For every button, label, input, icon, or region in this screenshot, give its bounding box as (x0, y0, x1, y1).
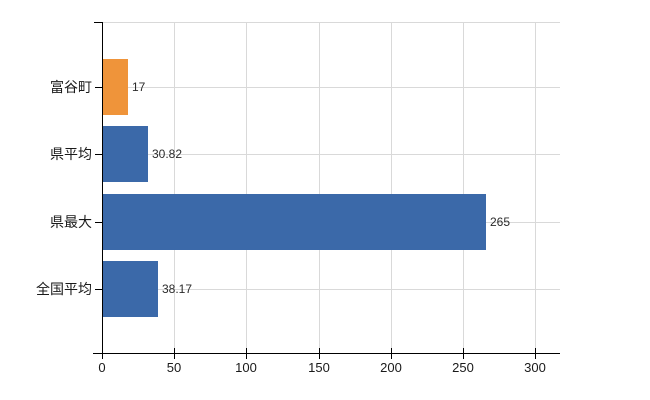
x-axis-tick-label: 150 (308, 360, 330, 375)
y-axis-line (102, 22, 103, 353)
bar-value-label: 30.82 (152, 147, 183, 161)
y-axis-tick (95, 87, 102, 88)
x-axis-tick-label: 0 (98, 360, 106, 375)
plot-area: 17 30.82 265 38.17 (102, 22, 560, 353)
bar (103, 261, 158, 317)
x-axis-tick-label: 100 (235, 360, 257, 375)
x-axis-tick-label: 200 (380, 360, 402, 375)
vertical-gridline (391, 22, 392, 353)
category-label: 県平均 (50, 146, 92, 162)
x-axis-tick-label: 50 (166, 360, 182, 375)
x-axis-tick-label: 250 (452, 360, 474, 375)
category-label: 富谷町 (50, 79, 92, 95)
horizontal-gridline (102, 154, 560, 155)
horizontal-gridline (102, 87, 560, 88)
category-label: 県最大 (50, 214, 92, 230)
horizontal-gridline (102, 289, 560, 290)
x-axis-tick-label: 300 (524, 360, 546, 375)
bar (103, 126, 148, 182)
y-axis-tick (95, 289, 102, 290)
plot-top-border (102, 22, 560, 23)
vertical-gridline (319, 22, 320, 353)
y-axis-top-cap (94, 22, 102, 23)
bar-value-label: 17 (132, 80, 146, 94)
bar-value-label: 38.17 (162, 282, 193, 296)
bar-value-label: 265 (490, 215, 511, 229)
y-axis-tick (95, 154, 102, 155)
bar (103, 59, 128, 115)
vertical-gridline (463, 22, 464, 353)
category-label: 全国平均 (36, 281, 92, 297)
x-axis-line (93, 353, 560, 354)
bar (103, 194, 486, 250)
vertical-gridline (246, 22, 247, 353)
vertical-gridline (174, 22, 175, 353)
vertical-gridline (535, 22, 536, 353)
y-axis-tick (95, 222, 102, 223)
